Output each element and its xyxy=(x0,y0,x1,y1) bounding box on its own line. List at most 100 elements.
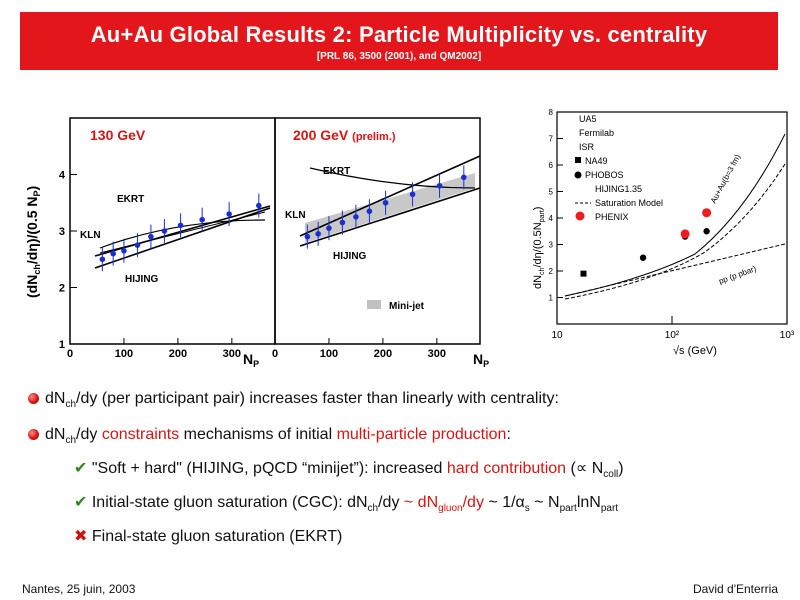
data-point xyxy=(226,211,232,217)
panel-130-label: 130 GeV xyxy=(90,127,146,143)
sb2-s4: part xyxy=(559,503,577,515)
bullet-2-text1: /dy xyxy=(76,426,102,443)
y-tick-label: 3 xyxy=(549,241,554,250)
data-point-phobos xyxy=(703,228,710,235)
data-point xyxy=(121,247,127,254)
x-tick-label: 0 xyxy=(67,348,73,360)
data-point xyxy=(339,219,346,226)
auau-curve-label: Au+Au(b=3 fm) xyxy=(709,153,743,205)
panel-200-ekrt-label: EKRT xyxy=(323,166,350,177)
bullet-1-pre: dN xyxy=(45,390,66,407)
y-tick-label: 6 xyxy=(549,161,554,170)
subbullet-3: ✖ Final-state gluon saturation (EKRT) xyxy=(74,526,342,546)
data-point-phenix xyxy=(702,208,712,218)
data-point xyxy=(409,191,416,198)
footer-right: David d'Enterria xyxy=(693,582,778,596)
x-tick-label: 0 xyxy=(272,348,278,360)
data-point xyxy=(256,202,262,209)
data-point xyxy=(436,183,443,189)
sb2-s5: part xyxy=(600,503,619,515)
data-point xyxy=(353,214,359,220)
legend-ua5: UA5 xyxy=(579,114,597,124)
data-point xyxy=(199,216,205,223)
right-axis-ticks: 1 2 3 4 5 6 7 8 10 10² 10³ xyxy=(549,108,795,341)
data-point xyxy=(461,174,467,181)
legend-na49-marker xyxy=(575,157,581,163)
y-tick-label: 7 xyxy=(549,135,554,144)
sb2-p3: ~ 1/α xyxy=(483,494,525,511)
subbullet-1-tail: (∝ N xyxy=(566,460,604,477)
footer-left: Nantes, 25 juin, 2003 xyxy=(22,582,136,596)
data-point-phenix xyxy=(680,229,690,239)
title-bar: Au+Au Global Results 2: Particle Multipl… xyxy=(20,12,778,70)
bullet-2-text2: mechanisms of initial xyxy=(179,426,337,443)
bullet-2-text3: : xyxy=(506,426,511,443)
y-tick-label: 4 xyxy=(549,214,554,223)
right-legend: UA5 Fermilab ISR NA49 PHOBOS HIJING1.35 … xyxy=(574,114,663,222)
subbullet-1-end: ) xyxy=(618,460,624,477)
pp-curve-label: pp (p pbar) xyxy=(718,264,758,286)
data-point xyxy=(304,233,311,240)
x-tick-label: 10² xyxy=(665,330,680,341)
minijet-swatch xyxy=(367,300,381,309)
bullet-1-text: /dy (per participant pair) increases fas… xyxy=(76,390,559,407)
sb2-s1: ch xyxy=(367,503,379,515)
bullet-ball-icon xyxy=(28,429,39,440)
panel-130-kln-label: KLN xyxy=(80,230,101,241)
legend-phobos: PHOBOS xyxy=(585,170,624,180)
data-point xyxy=(366,208,373,215)
bullet-2: dNch/dy constraints mechanisms of initia… xyxy=(28,426,511,446)
y-tick-label: 5 xyxy=(549,188,554,197)
data-point xyxy=(99,256,106,263)
y-tick-label: 2 xyxy=(549,267,554,276)
legend-phenix-marker xyxy=(575,211,585,221)
bullet-1-sub: ch xyxy=(65,399,77,411)
bullet-ball-icon xyxy=(28,393,39,404)
check-icon: ✔ xyxy=(74,460,88,477)
sb2-p1: Initial-state gluon saturation (CGC): dN xyxy=(91,494,368,511)
panel-200-kln-label: KLN xyxy=(285,210,306,221)
minijet-label: Mini-jet xyxy=(389,301,425,312)
panel-130-xlabel: NP xyxy=(243,351,259,369)
x-tick-label: 200 xyxy=(374,348,392,360)
left-ylabel: (dNch/dη)/(0.5 NP) xyxy=(24,186,42,298)
left-axis-ticks: 0 100 200 300 1 2 3 4 0 100 200 300 xyxy=(59,170,446,361)
panel-200-label: 200 GeV (prelim.) xyxy=(293,127,396,143)
right-xlabel: √s (GeV) xyxy=(673,345,717,357)
data-point xyxy=(148,233,154,240)
bullet-2-pre: dN xyxy=(45,426,66,443)
panel-200-hijing-label: HIJING xyxy=(333,251,367,262)
legend-fermilab: Fermilab xyxy=(579,128,614,138)
sb2-p5: lnN xyxy=(576,494,601,511)
y-tick-label: 2 xyxy=(59,283,65,295)
x-tick-label: 10 xyxy=(551,330,563,341)
data-point xyxy=(134,242,141,248)
sb2-s3: s xyxy=(524,503,530,515)
data-point xyxy=(110,250,116,257)
y-tick-label: 3 xyxy=(59,226,65,238)
sb2-r2: /dy xyxy=(462,494,484,511)
x-tick-label: 200 xyxy=(169,348,187,360)
bullet-2-red2: multi-particle production xyxy=(336,426,507,443)
check-icon: ✔ xyxy=(74,494,88,511)
right-figure: dNch/dη/(0.5Npart) 1 2 3 4 5 6 7 8 10 10² 10³ UA5 … xyxy=(532,108,795,357)
legend-isr: ISR xyxy=(579,142,595,152)
data-point xyxy=(315,231,321,237)
y-tick-label: 1 xyxy=(549,294,554,303)
cross-icon: ✖ xyxy=(74,528,88,545)
subbullet-1-red: hard contribution xyxy=(446,460,567,477)
legend-phobos-marker xyxy=(574,171,582,179)
legend-hijing: HIJING1.35 xyxy=(595,184,642,194)
bullet-1: dNch/dy (per participant pair) increases… xyxy=(28,390,559,410)
subbullet-1: ✔ "Soft + hard" (HIJING, pQCD “minijet”)… xyxy=(74,458,624,480)
subbullet-1-sub: coll xyxy=(603,469,619,481)
x-tick-label: 300 xyxy=(428,348,446,360)
sb2-s2: gluon xyxy=(438,503,463,515)
slide-subtitle: [PRL 86, 3500 (2001), and QM2002] xyxy=(316,51,482,62)
panel-200-xlabel: NP xyxy=(473,351,489,369)
bullet-2-red1: constraints xyxy=(101,426,180,443)
x-tick-label: 100 xyxy=(320,348,338,360)
left-data-points xyxy=(99,165,467,272)
data-point-na49 xyxy=(580,270,587,277)
data-point xyxy=(161,228,168,234)
